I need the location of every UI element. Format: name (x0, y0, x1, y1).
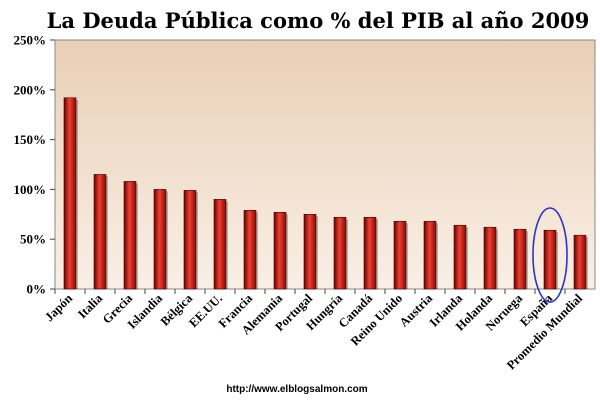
bar (393, 220, 407, 290)
bar (63, 97, 77, 290)
x-axis: Japón ItaliaGreciaIslandiaBélgicaEE.UU.Fr… (42, 289, 585, 372)
bar (243, 210, 257, 290)
bar (123, 181, 137, 290)
footer-url: http://www.elblogsalmon.com (226, 384, 367, 395)
bar (423, 220, 437, 290)
y-tick-label: 50% (20, 232, 46, 247)
chart-title: La Deuda Pública como % del PIB al año 2… (47, 8, 590, 33)
highlight-ellipse (532, 207, 568, 303)
bar (333, 216, 347, 290)
bar-series (63, 97, 588, 290)
y-tick-label: 100% (14, 182, 47, 197)
bar (213, 199, 227, 290)
bar (303, 214, 317, 290)
bar (513, 228, 527, 290)
bar (363, 216, 377, 290)
y-axis: 0% 50% 100% 150% 200% 250% (14, 33, 55, 297)
bar (543, 229, 557, 290)
y-tick-label: 0% (27, 282, 47, 297)
x-tick-label: Japón (42, 291, 75, 324)
bar (573, 234, 587, 290)
x-tick-label: Islandia (125, 291, 166, 332)
bar (453, 224, 467, 290)
y-tick-label: 200% (14, 82, 47, 97)
annotations (532, 207, 568, 303)
y-tick-label: 250% (14, 33, 47, 48)
plot-area (54, 39, 596, 290)
bar (93, 174, 107, 290)
y-tick-label: 150% (14, 132, 47, 147)
bar (183, 190, 197, 290)
bar (483, 226, 497, 290)
bar (153, 189, 167, 290)
bar (273, 212, 287, 290)
